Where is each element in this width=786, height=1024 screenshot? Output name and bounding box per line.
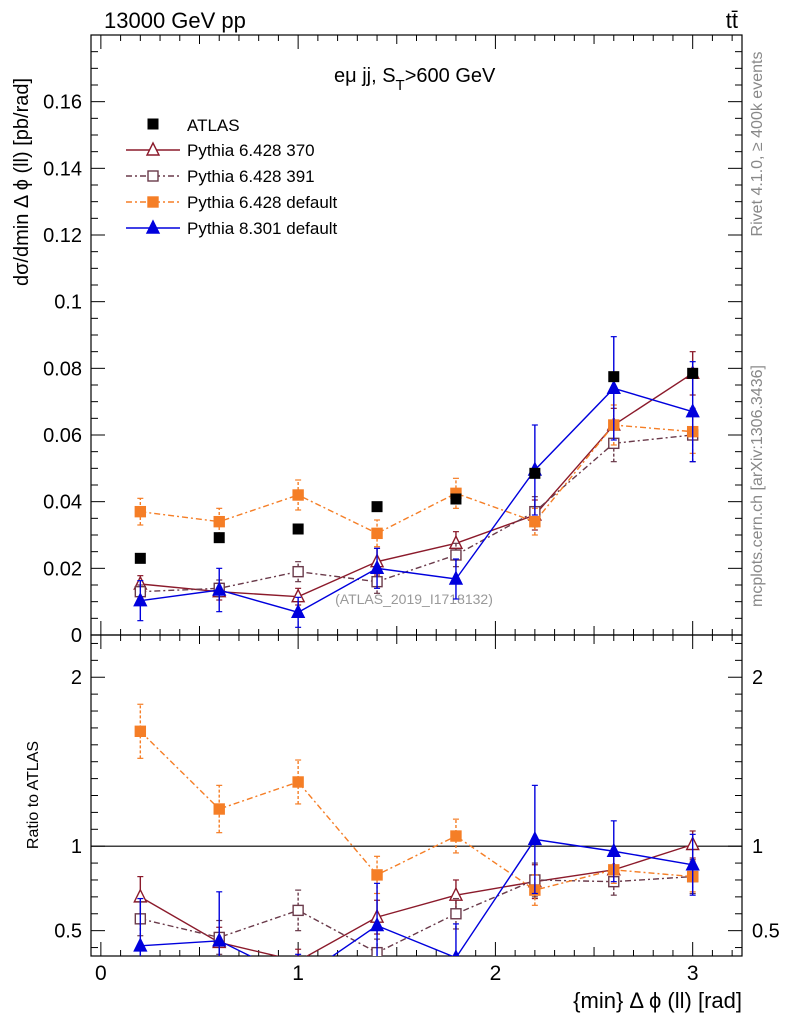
main-point-pythia-8-301-default [291, 603, 306, 619]
rivet-version-label: Rivet 4.1.0, ≥ 400k events [749, 52, 766, 237]
ratio-tick-label-2: 2 [71, 667, 82, 689]
atlas-data-point [292, 523, 304, 535]
x-tick-label-3: 3 [687, 962, 699, 985]
x-axis-title: {min} Δ ϕ (ll) [rad] [573, 988, 742, 1013]
legend-marker-atlas [147, 118, 159, 130]
analysis-watermark: (ATLAS_2019_I1718132) [335, 591, 493, 607]
header-energy-label: 13000 GeV pp [104, 8, 246, 33]
main-point-pythia-6-428-default [213, 515, 225, 528]
y-tick-label-0.04: 0.04 [43, 492, 82, 514]
legend-label-atlas: ATLAS [187, 116, 240, 135]
legend: ATLAS Pythia 6.428 370 Pythia 6.428 391 Pyt… [126, 116, 338, 238]
main-point-pythia-8-301-default [212, 581, 227, 596]
y-axis-title: dσ/dmin Δ ϕ (ll) [pb/rad] [11, 78, 33, 286]
legend-label-pythia-6-428-default: Pythia 6.428 default [187, 193, 338, 212]
ratio-line-pythia-6-428-default [139, 730, 693, 891]
ratio-point-pythia-8-301-default [369, 917, 385, 932]
ratio-point-pythia-8-301-default [452, 949, 460, 956]
y-tick-label-0.1: 0.1 [54, 292, 82, 314]
main-point-pythia-8-301-default [448, 570, 464, 585]
ratio-point-pythia-6-428-default [450, 830, 462, 842]
ratio-point-pythia-8-301-default [606, 842, 621, 857]
main-plot-area [133, 336, 700, 628]
main-point-pythia-6-428-default [134, 505, 147, 518]
main-point-pythia-6-428-default [371, 527, 383, 540]
legend-label-pythia-8-301-default: Pythia 8.301 default [187, 219, 338, 238]
x-tick-label-0: 0 [95, 962, 107, 985]
main-line-pythia-6-428-391 [140, 434, 693, 593]
main-point-pythia-8-301-default [369, 559, 385, 575]
y-tick-label-0: 0 [71, 625, 82, 647]
atlas-data-point [529, 467, 541, 479]
ratio-line-pythia-6-428-370 [139, 843, 693, 956]
y-tick-label-0.06: 0.06 [43, 425, 82, 447]
plot-title: eμ jj, ST>600 GeV [334, 65, 496, 94]
main-point-pythia-6-428-default [529, 515, 541, 528]
atlas-data-point [687, 367, 699, 379]
ratio-point-pythia-6-428-391 [450, 908, 462, 920]
main-line-pythia-6-428-370 [140, 372, 694, 598]
ratio-point-pythia-8-301-default [133, 937, 148, 952]
ratio-point-pythia-6-428-370 [448, 886, 464, 901]
ratio-point-pythia-6-428-default [371, 869, 383, 881]
y-tick-label-0.12: 0.12 [43, 225, 82, 247]
ratio-tick-label-0.5: 0.5 [54, 921, 82, 943]
x-tick-label-2: 2 [490, 962, 502, 985]
ratio-point-pythia-6-428-default [213, 803, 225, 815]
ratio-point-pythia-8-301-default [527, 830, 542, 846]
legend-marker-pythia-6-428-391 [147, 170, 159, 182]
legend-marker-pythia-6-428-370 [145, 141, 161, 156]
legend-marker-pythia-8-301-default [145, 219, 161, 234]
ratio-tick-label-right-2: 2 [752, 667, 763, 689]
main-line-pythia-6-428-default [140, 424, 693, 535]
atlas-data-point [371, 501, 383, 513]
main-point-pythia-8-301-default [685, 403, 700, 418]
ratio-point-pythia-8-301-default [212, 932, 227, 947]
legend-marker-pythia-6-428-default [147, 196, 159, 208]
x-tick-label-1: 1 [292, 962, 304, 985]
atlas-data-point [608, 371, 620, 383]
header-process-label: tt̄ [726, 8, 738, 33]
ratio-tick-label-right-0.5: 0.5 [752, 921, 780, 943]
ratio-point-pythia-6-428-391 [292, 904, 304, 917]
legend-label-pythia-6-428-370: Pythia 6.428 370 [187, 141, 315, 160]
ratio-tick-label-right-1: 1 [752, 836, 763, 858]
legend-label-pythia-6-428-391: Pythia 6.428 391 [187, 167, 315, 186]
main-point-pythia-6-428-default [292, 489, 304, 501]
y-tick-label-0.16: 0.16 [43, 92, 82, 114]
ratio-tick-label-1: 1 [71, 836, 82, 858]
main-point-pythia-6-428-391 [292, 565, 304, 578]
atlas-data-point [450, 493, 462, 505]
main-point-pythia-8-301-default [606, 379, 621, 395]
ratio-line-pythia-6-428-391 [140, 875, 693, 954]
ratio-point-pythia-6-428-default [292, 776, 304, 788]
ratio-axis-title: Ratio to ATLAS [25, 741, 42, 849]
y-tick-label-0.14: 0.14 [43, 158, 82, 180]
atlas-data-point [134, 552, 146, 564]
main-point-pythia-8-301-default [133, 592, 148, 607]
ratio-point-pythia-8-301-default [685, 856, 700, 871]
main-line-pythia-8-301-default [140, 387, 693, 614]
ratio-point-pythia-6-428-default [134, 725, 147, 737]
ratio-line-pythia-8-301-default [140, 838, 693, 956]
y-tick-label-0.08: 0.08 [43, 358, 82, 380]
main-point-pythia-6-428-370 [448, 534, 464, 550]
ratio-plot-area [91, 703, 742, 956]
y-tick-label-0.02: 0.02 [43, 558, 82, 580]
axis-ticks: 0 1 2 3 0 0.02 0.04 0.06 0.08 0.1 0.12 0.14 0.16 0.5 0… [43, 34, 780, 985]
atlas-data-point [213, 532, 225, 544]
ratio-plot-frame [90, 634, 743, 957]
mcplots-label: mcplots.cern.ch [arXiv:1306.3436] [749, 365, 766, 607]
